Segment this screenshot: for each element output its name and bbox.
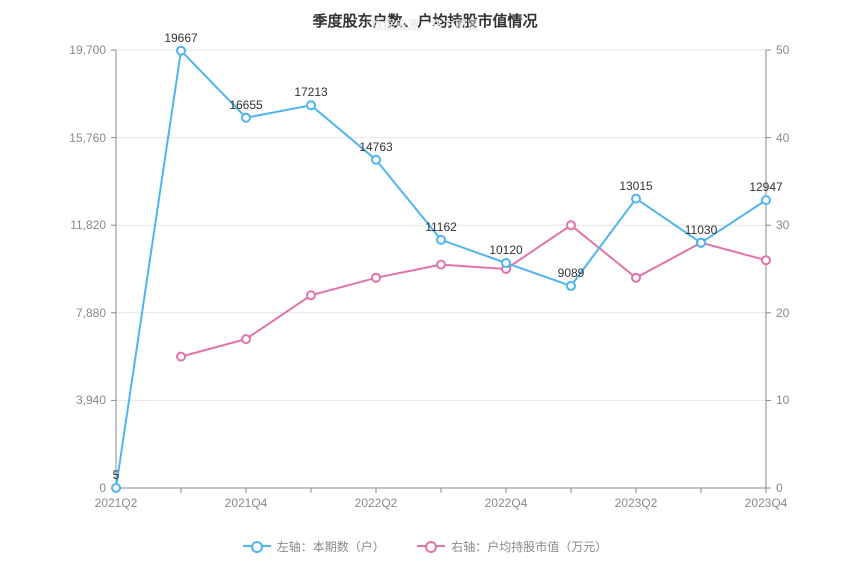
x-tick-label: 2023Q2 [615, 496, 658, 510]
legend-label-right: 右轴：户均持股市值（万元） [451, 538, 607, 555]
y-right-tick-label: 20 [776, 306, 789, 320]
y-left-tick-label: 3,940 [76, 393, 106, 407]
y-right-tick-label: 50 [776, 43, 789, 57]
y-left-tick-label: 7,880 [76, 306, 106, 320]
series-left-point-label: 13015 [619, 179, 652, 193]
chart-legend: 左轴：本期数（户） 右轴：户均持股市值（万元） [0, 534, 850, 555]
legend-item-right[interactable]: 右轴：户均持股市值（万元） [417, 538, 607, 555]
chart-container: { "chart": { "title": "季度股东户数、户均持股市值情况",… [0, 0, 850, 574]
y-right-tick-label: 30 [776, 218, 789, 232]
legend-item-left[interactable]: 左轴：本期数（户） [243, 538, 385, 555]
y-right-tick-label: 40 [776, 131, 789, 145]
series-left-point-label: 14763 [359, 140, 392, 154]
x-tick-label: 2022Q4 [485, 496, 528, 510]
x-tick-label: 2022Q2 [355, 496, 398, 510]
series-left-point-label: 11030 [685, 223, 717, 237]
series-left-point-label: 16655 [229, 98, 262, 112]
legend-circle-right-icon [425, 541, 437, 553]
y-right-tick-label: 0 [776, 481, 783, 495]
x-tick-label: 2023Q4 [745, 496, 788, 510]
series-left-point-label: 10120 [489, 243, 522, 257]
x-tick-label: 2021Q4 [225, 496, 268, 510]
legend-circle-left-icon [251, 541, 263, 553]
chart-svg [0, 0, 850, 574]
y-left-tick-label: 15,760 [69, 131, 106, 145]
series-left-point-label: 9089 [558, 266, 585, 280]
y-right-tick-label: 10 [776, 393, 789, 407]
legend-line-right-icon [417, 545, 445, 547]
series-left-point-label: 17213 [294, 85, 327, 99]
y-left-tick-label: 0 [99, 481, 106, 495]
legend-label-left: 左轴：本期数（户） [277, 538, 385, 555]
series-left-point-label: 11162 [425, 220, 457, 234]
series-left-point-label: 12947 [749, 180, 782, 194]
y-left-tick-label: 19,700 [69, 43, 106, 57]
legend-line-left-icon [243, 545, 271, 547]
x-tick-label: 2021Q2 [95, 496, 138, 510]
series-left-point-label: 19667 [164, 31, 197, 45]
series-left-point-label: 5 [113, 468, 120, 482]
y-left-tick-label: 11,820 [70, 218, 106, 232]
